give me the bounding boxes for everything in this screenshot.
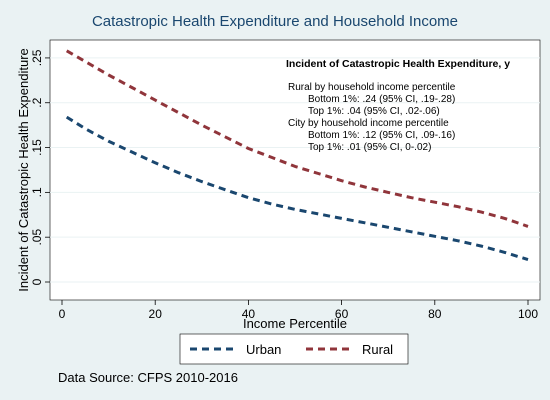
annotation-block: Incident of Catastropic Health Expenditu… [286, 58, 510, 153]
x-tick-label: 40 [242, 307, 256, 321]
y-tick-label: .15 [30, 139, 44, 156]
x-tick-label: 60 [335, 307, 349, 321]
x-tick-label: 20 [149, 307, 163, 321]
y-tick-label: 0 [30, 278, 44, 285]
series-lines [65, 49, 529, 262]
y-axis-title: Incident of Catastropic Health Expenditu… [16, 48, 31, 292]
y-tick-label: .05 [30, 229, 44, 246]
plot-area [49, 39, 541, 301]
x-tick-label: 0 [59, 307, 66, 321]
x-axis: 0 20 40 60 80 100 [59, 300, 538, 321]
chart-title: Catastropic Health Expenditure and House… [92, 13, 458, 30]
annotation-line: City by household income percentile [288, 118, 449, 129]
x-tick-label: 100 [518, 307, 538, 321]
annotation-line: Rural by household income percentile [288, 82, 456, 93]
legend-label-urban: Urban [246, 342, 281, 357]
x-tick-label: 80 [428, 307, 442, 321]
series-line-rural [65, 49, 529, 228]
y-tick-label: .1 [30, 187, 44, 197]
y-tick-label: .2 [30, 97, 44, 107]
gridlines [50, 57, 540, 283]
x-axis-title: Income Percentile [243, 316, 347, 331]
annotation-line: Bottom 1%: .12 (95% CI, .09-.16) [308, 130, 455, 141]
annotation-line: Bottom 1%: .24 (95% CI, .19-.28) [308, 94, 455, 105]
legend-label-rural: Rural [362, 342, 393, 357]
annotation-line: Top 1%: .01 (95% CI, 0-.02) [308, 142, 431, 153]
legend: Urban Rural [179, 333, 409, 365]
y-tick-label: .25 [30, 49, 44, 66]
annotation-heading: Incident of Catastropic Health Expenditu… [286, 58, 510, 70]
annotation-line: Top 1%: .04 (95% CI, .02-.06) [308, 106, 440, 117]
source-note: Data Source: CFPS 2010-2016 [58, 370, 238, 385]
y-axis: 0 .05 .1 .15 .2 .25 [30, 49, 50, 285]
